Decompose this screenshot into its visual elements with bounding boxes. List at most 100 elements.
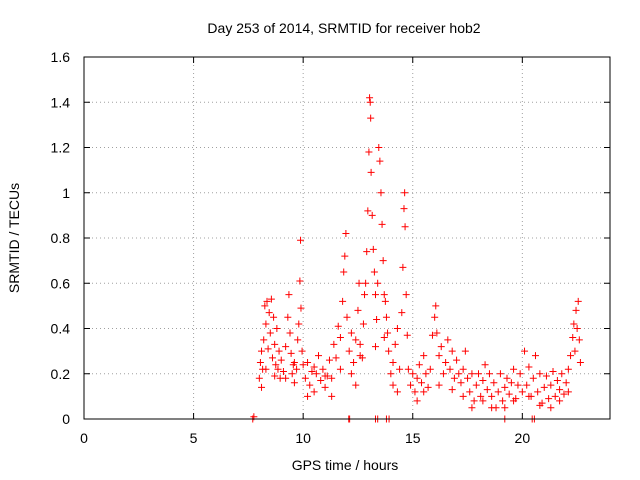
data-point — [376, 157, 384, 165]
data-point — [448, 347, 456, 355]
data-point — [373, 315, 381, 323]
data-point — [503, 374, 511, 382]
data-point — [315, 352, 323, 360]
y-axis-label: SRMTID / TECUs — [6, 183, 22, 293]
data-point — [432, 302, 440, 310]
data-point — [494, 388, 502, 396]
chart-title: Day 253 of 2014, SRMTID for receiver hob… — [207, 20, 480, 36]
data-point — [407, 381, 415, 389]
data-point — [363, 248, 371, 256]
data-point — [282, 343, 290, 351]
data-point — [501, 383, 509, 391]
x-tick-label: 10 — [295, 430, 311, 446]
data-point — [391, 340, 399, 348]
data-point — [457, 379, 465, 387]
data-point — [270, 313, 278, 321]
data-point — [574, 297, 582, 305]
data-point — [551, 392, 559, 400]
data-point — [356, 352, 364, 360]
data-point — [304, 392, 312, 400]
data-point — [564, 388, 572, 396]
y-tick-label: 1.2 — [51, 140, 71, 156]
y-tick-label: 0.2 — [51, 366, 71, 382]
data-point — [556, 386, 564, 394]
data-point — [385, 347, 393, 355]
data-point — [409, 370, 417, 378]
data-point — [287, 349, 295, 357]
data-point — [398, 309, 406, 317]
data-point — [575, 336, 583, 344]
data-point — [345, 347, 353, 355]
data-point — [377, 189, 385, 197]
data-point — [437, 343, 445, 351]
data-point — [396, 365, 404, 373]
data-point — [525, 363, 533, 371]
data-point — [569, 334, 577, 342]
data-point — [411, 388, 419, 396]
data-point — [350, 358, 358, 366]
data-point — [435, 381, 443, 389]
data-point — [355, 279, 363, 287]
data-point — [362, 279, 370, 287]
grid — [84, 57, 610, 419]
data-point — [328, 374, 336, 382]
data-point — [299, 361, 307, 369]
data-point — [310, 388, 318, 396]
data-point — [510, 365, 518, 373]
data-point — [268, 354, 276, 362]
data-point — [330, 340, 338, 348]
data-point — [435, 352, 443, 360]
data-point — [336, 334, 344, 342]
data-point — [507, 379, 515, 387]
data-point — [564, 365, 572, 373]
data-point — [296, 277, 304, 285]
data-point — [518, 388, 526, 396]
data-point — [325, 356, 333, 364]
y-tick-label: 0 — [62, 411, 70, 427]
data-point — [328, 392, 336, 400]
data-point — [536, 370, 544, 378]
data-point — [317, 377, 325, 385]
y-tick-label: 1.6 — [51, 49, 71, 65]
data-point — [343, 313, 351, 321]
data-point — [290, 379, 298, 387]
data-point — [279, 367, 287, 375]
data-point — [256, 358, 264, 366]
data-point — [525, 392, 533, 400]
data-point — [273, 325, 281, 332]
data-point — [573, 325, 581, 332]
data-point — [304, 358, 312, 366]
data-point — [450, 374, 458, 382]
data-point — [258, 383, 266, 391]
data-point — [415, 361, 423, 369]
data-point — [370, 268, 378, 276]
data-point — [297, 236, 305, 244]
data-point — [444, 336, 452, 344]
data-point — [453, 356, 461, 364]
data-point — [468, 370, 476, 378]
data-point — [285, 291, 293, 299]
x-tick-label: 15 — [405, 430, 421, 446]
data-point — [523, 381, 531, 389]
data-point — [271, 340, 279, 348]
data-point — [336, 365, 344, 373]
y-tick-label: 1 — [62, 185, 70, 201]
data-point — [426, 365, 434, 373]
data-point — [342, 229, 350, 237]
data-point — [334, 322, 342, 330]
data-point — [448, 386, 456, 394]
data-point — [572, 306, 580, 314]
data-point — [570, 320, 578, 328]
data-point — [387, 370, 395, 378]
data-point — [295, 320, 303, 328]
data-point — [540, 383, 548, 391]
data-point — [433, 329, 441, 337]
data-point — [461, 347, 469, 355]
data-point — [439, 370, 447, 378]
data-point — [420, 388, 428, 396]
data-point — [562, 379, 570, 387]
data-point — [380, 334, 388, 342]
data-point — [547, 381, 555, 389]
data-point — [382, 313, 390, 321]
data-point — [263, 297, 271, 305]
